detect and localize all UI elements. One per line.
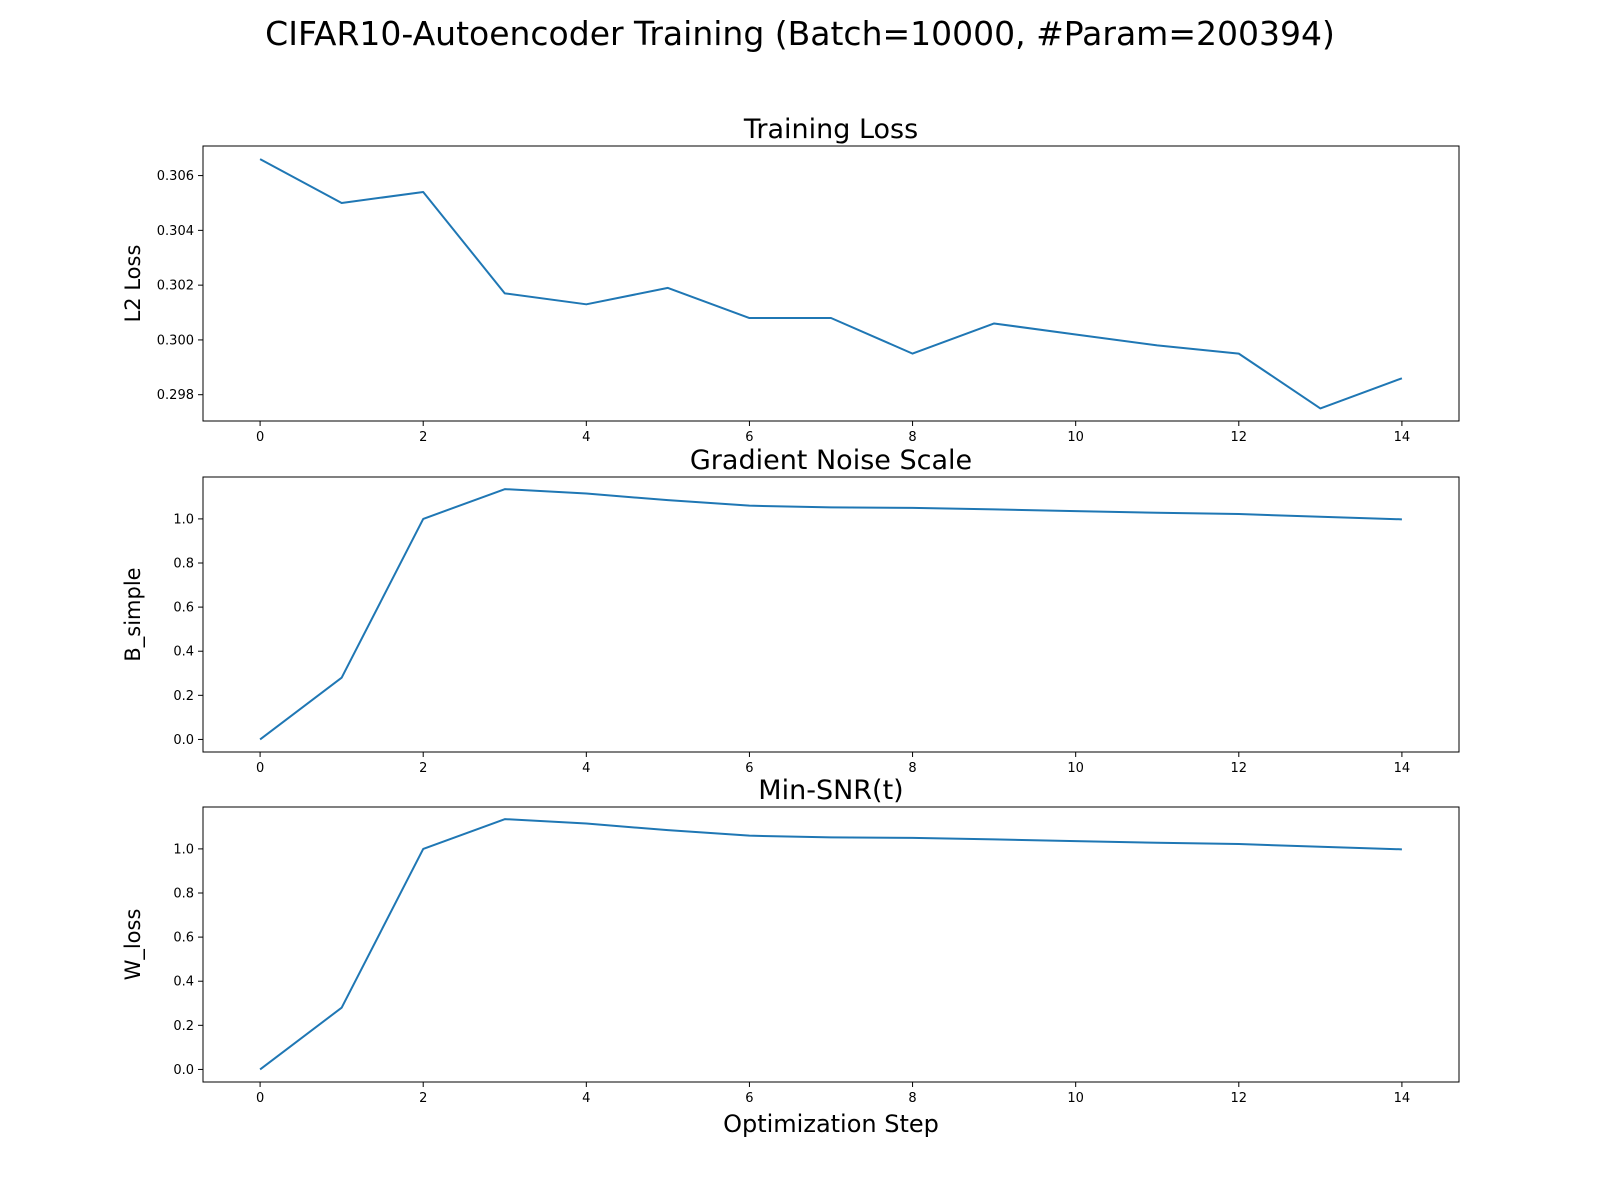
chart-2-xtick-label: 14 xyxy=(1394,761,1411,776)
chart-1-xtick-label: 0 xyxy=(256,430,264,445)
chart-1-series-line xyxy=(259,158,1403,410)
chart-2-xtick-label: 4 xyxy=(582,761,590,776)
chart-2-ytick-label: 0.4 xyxy=(173,645,194,660)
chart-3-ytick-label: 0.6 xyxy=(173,931,194,946)
chart-3-series-line xyxy=(259,818,1402,1071)
chart-3-ytick-label: 0.2 xyxy=(173,1019,194,1034)
chart-1-xtick-label: 6 xyxy=(745,430,753,445)
chart-1-ytick-label: 0.306 xyxy=(157,169,194,184)
chart-3-xtick-label: 10 xyxy=(1067,1091,1084,1106)
chart-1-frame xyxy=(202,145,1460,422)
chart-1-ytick-label: 0.300 xyxy=(157,333,194,348)
chart-3-xtick-label: 6 xyxy=(745,1091,753,1106)
chart-2-ytick-label: 0.0 xyxy=(173,733,194,748)
chart-3-xtick-label: 14 xyxy=(1394,1091,1411,1106)
chart-3-xtick-label: 4 xyxy=(582,1091,590,1106)
chart-1-ytick-label: 0.304 xyxy=(157,224,194,239)
chart-3-frame xyxy=(202,806,1460,1083)
chart-1-xtick-label: 8 xyxy=(908,430,916,445)
chart-2-ytick-label: 1.0 xyxy=(173,512,194,527)
chart-2-xtick-label: 0 xyxy=(256,761,264,776)
chart-2-series-line xyxy=(259,488,1402,741)
chart-2-ytick-label: 0.2 xyxy=(173,689,194,704)
chart-1-ytick-label: 0.302 xyxy=(157,279,194,294)
chart-2-ytick-label: 0.6 xyxy=(173,601,194,616)
chart-1-xtick-label: 12 xyxy=(1231,430,1248,445)
chart-2-xtick-label: 2 xyxy=(419,761,427,776)
chart-2-xtick-label: 10 xyxy=(1067,761,1084,776)
chart-1-xtick-label: 2 xyxy=(419,430,427,445)
chart-3-xtick-label: 0 xyxy=(256,1091,264,1106)
figure-title: CIFAR10-Autoencoder Training (Batch=1000… xyxy=(265,14,1335,53)
chart-2-xtick-label: 12 xyxy=(1231,761,1248,776)
chart-1-title: Training Loss xyxy=(743,114,918,145)
chart-3-xtick-label: 8 xyxy=(908,1091,916,1106)
chart-3-xtick-label: 2 xyxy=(419,1091,427,1106)
chart-2-frame xyxy=(202,476,1460,753)
chart-3-ytick-label: 0.8 xyxy=(173,887,194,902)
chart-3-ytick-label: 0.4 xyxy=(173,975,194,990)
chart-3-xlabel: Optimization Step xyxy=(723,1110,939,1138)
chart-2-axes: 0 2 4 6 8 10 12 14 0.0 0.2 0.4 0.6 0.8 1.0 Gradient No… xyxy=(121,445,1460,776)
chart-1-axes: 0 2 4 6 8 10 12 14 0.298 0.300 0.302 0.304 0.306 Trai… xyxy=(121,114,1460,445)
chart-3-ytick-label: 0.0 xyxy=(173,1063,194,1078)
chart-3-ytick-label: 1.0 xyxy=(173,842,194,857)
chart-3-xtick-label: 12 xyxy=(1231,1091,1248,1106)
chart-1-ytick-label: 0.298 xyxy=(157,388,194,403)
chart-1-xtick-label: 14 xyxy=(1394,430,1411,445)
chart-2-ylabel: B_simple xyxy=(121,567,146,661)
chart-3-title: Min-SNR(t) xyxy=(758,775,903,806)
chart-3-axes: 0 2 4 6 8 10 12 14 0.0 0.2 0.4 0.6 0.8 1.0 Min-SNR(t) W… xyxy=(121,775,1460,1138)
chart-2-title: Gradient Noise Scale xyxy=(690,445,972,476)
chart-2-xtick-label: 8 xyxy=(908,761,916,776)
chart-2-ytick-label: 0.8 xyxy=(173,557,194,572)
chart-2-xtick-label: 6 xyxy=(745,761,753,776)
chart-1-ylabel: L2 Loss xyxy=(121,245,145,323)
chart-1-xtick-label: 10 xyxy=(1067,430,1084,445)
chart-1-xtick-label: 4 xyxy=(582,430,590,445)
chart-3-ylabel: W_loss xyxy=(121,909,146,981)
